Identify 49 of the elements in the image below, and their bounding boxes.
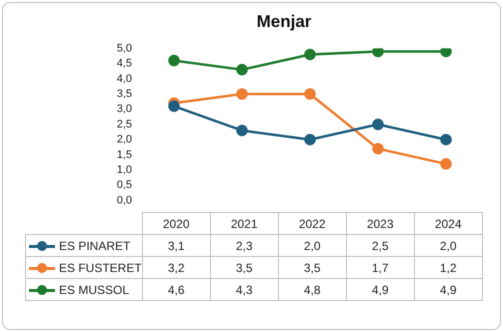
x-tick-label: 2023 [346, 212, 414, 234]
data-label: 2,0 [414, 234, 482, 256]
data-label: 2,0 [278, 234, 346, 256]
x-tick-label: 2022 [278, 212, 346, 234]
data-label: 3,2 [142, 256, 210, 278]
point [372, 118, 384, 130]
data-label: 2,3 [210, 234, 278, 256]
x-tick-label: 2021 [210, 212, 278, 234]
y-tick-label: 2,5 [116, 118, 132, 130]
point [236, 88, 248, 100]
legend-label: ES MUSSOL [26, 278, 142, 300]
y-tick-label: 0,0 [116, 194, 132, 206]
point [372, 48, 384, 58]
data-label: 1,7 [346, 256, 414, 278]
data-label: 4,6 [142, 278, 210, 300]
chart-title: Menjar [256, 12, 312, 31]
x-tick-label: 2024 [414, 212, 482, 234]
legend-label: ES FUSTERET [26, 256, 142, 278]
point [372, 142, 384, 154]
point [236, 64, 248, 76]
y-tick-label: 4,0 [116, 72, 132, 85]
x-tick-label: 2020 [142, 212, 210, 234]
point [304, 48, 316, 60]
data-label: 2,5 [346, 234, 414, 256]
data-label: 4,9 [346, 278, 414, 300]
point [440, 158, 452, 170]
y-tick-label: 0,5 [116, 179, 132, 192]
point [168, 54, 180, 66]
legend-label: ES PINARET [26, 234, 142, 256]
y-tick-label: 5,0 [116, 42, 132, 54]
data-label: 4,8 [278, 278, 346, 300]
y-tick-label: 1,5 [116, 148, 132, 161]
y-tick-label: 3,5 [116, 88, 132, 100]
point [440, 48, 452, 58]
data-label: 4,9 [414, 278, 482, 300]
data-label: 3,5 [210, 256, 278, 278]
data-label: 4,3 [210, 278, 278, 300]
point [304, 88, 316, 100]
y-tick-label: 4,5 [116, 58, 132, 70]
point [304, 134, 316, 146]
data-label: 1,2 [414, 256, 482, 278]
y-tick-label: 1,0 [116, 164, 132, 176]
point [440, 134, 452, 146]
point [236, 124, 248, 136]
y-tick-label: 2,0 [116, 134, 132, 146]
y-tick-label: 3,0 [116, 103, 132, 116]
data-label: 3,1 [142, 234, 210, 256]
data-label: 3,5 [278, 256, 346, 278]
point [168, 100, 180, 112]
